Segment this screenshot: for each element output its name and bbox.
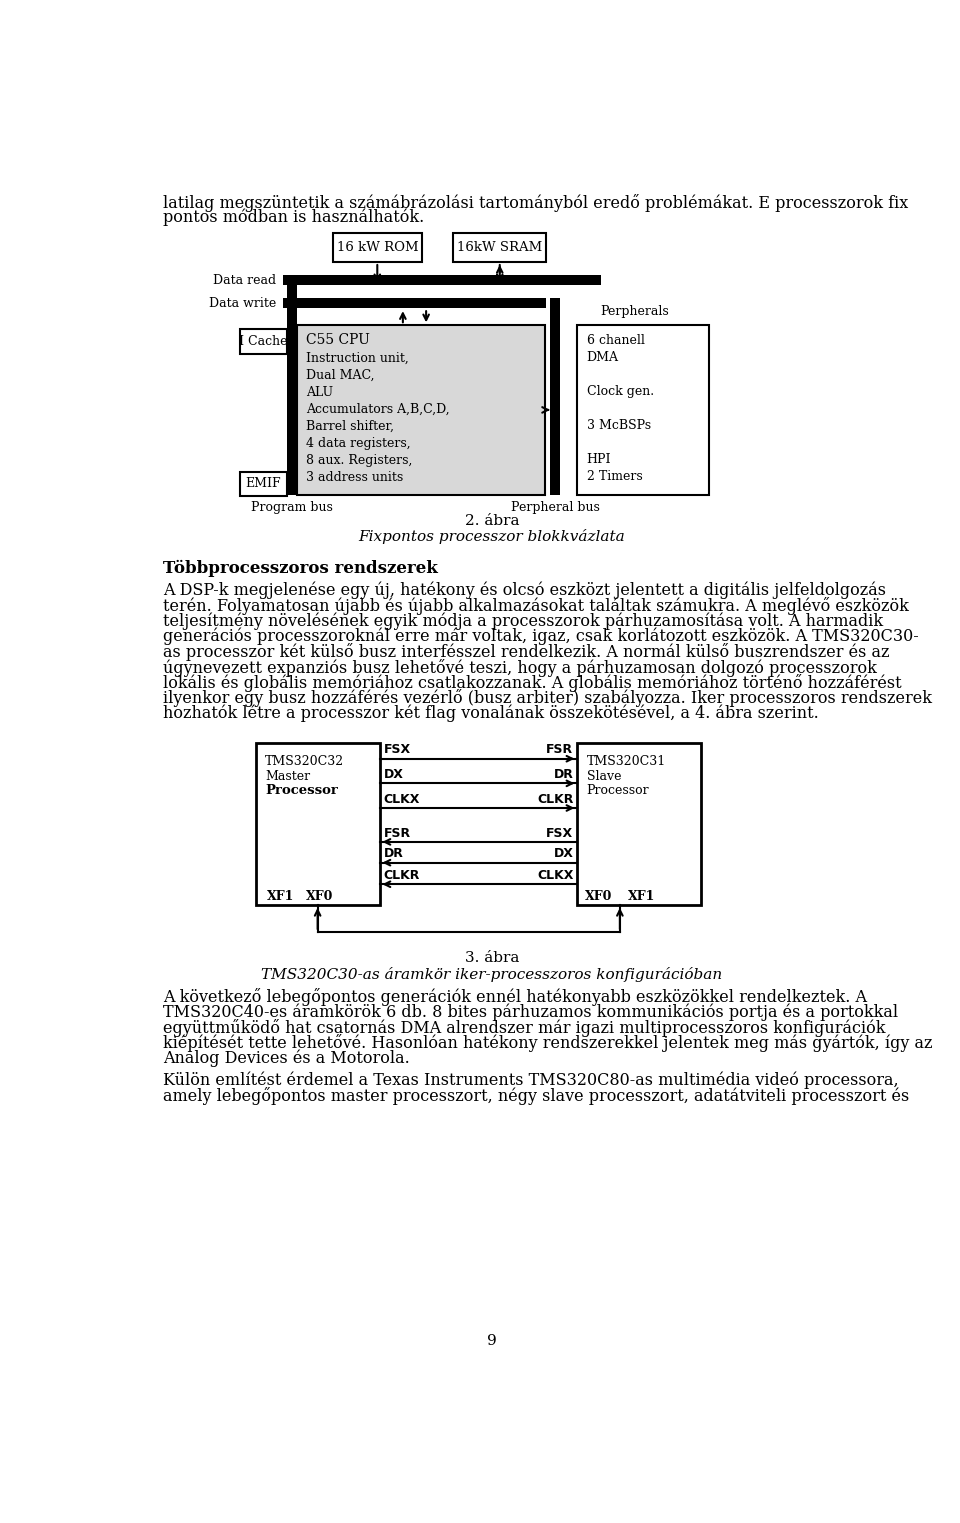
Text: I Cache: I Cache <box>239 335 288 347</box>
Text: lokális és globális memóriához csatlakozzanak. A globális memóriához történő hoz: lokális és globális memóriához csatlakoz… <box>162 675 901 691</box>
Bar <box>333 233 422 262</box>
Text: Master: Master <box>265 771 310 783</box>
Text: 2. ábra: 2. ábra <box>465 513 519 528</box>
Text: 8 aux. Registers,: 8 aux. Registers, <box>306 454 413 468</box>
Text: Többprocesszoros rendszerek: Többprocesszoros rendszerek <box>162 560 438 577</box>
Text: 4 data registers,: 4 data registers, <box>306 437 411 449</box>
Text: 6 chanell: 6 chanell <box>587 335 644 347</box>
Text: úgynevezett expanziós busz lehetővé teszi, hogy a párhuzamosan dolgozó processzo: úgynevezett expanziós busz lehetővé tesz… <box>162 658 876 676</box>
Bar <box>240 329 287 353</box>
Text: Fixpontos processzor blokkvázlata: Fixpontos processzor blokkvázlata <box>359 530 625 544</box>
Text: DX: DX <box>554 847 573 860</box>
Text: Accumulators A,B,C,D,: Accumulators A,B,C,D, <box>306 404 449 416</box>
Text: XF1: XF1 <box>628 889 655 903</box>
Text: XF1: XF1 <box>267 889 295 903</box>
Text: A következő lebegőpontos generációk ennél hatékonyabb eszközökkel rendelkeztek. : A következő lebegőpontos generációk enné… <box>162 988 867 1007</box>
Text: terén. Folyamatosan újabb és újabb alkalmazásokat találtak számukra. A meglévő e: terén. Folyamatosan újabb és újabb alkal… <box>162 597 908 615</box>
Bar <box>453 233 546 262</box>
Text: 3. ábra: 3. ábra <box>465 952 519 966</box>
Text: Barrel shifter,: Barrel shifter, <box>306 420 394 433</box>
Text: CLKR: CLKR <box>537 792 573 806</box>
Text: 9: 9 <box>487 1334 497 1348</box>
Text: 3 address units: 3 address units <box>306 471 403 484</box>
Text: Clock gen.: Clock gen. <box>587 385 654 399</box>
Text: DR: DR <box>383 847 403 860</box>
Bar <box>577 326 709 495</box>
Text: pontos módban is használhatók.: pontos módban is használhatók. <box>162 209 424 225</box>
Text: TMS320C32: TMS320C32 <box>265 755 344 768</box>
Text: Data read: Data read <box>213 274 276 286</box>
Text: Külön említést érdemel a Texas Instruments TMS320C80-as multimédia videó process: Külön említést érdemel a Texas Instrumen… <box>162 1071 899 1089</box>
Text: 3 McBSPs: 3 McBSPs <box>587 419 651 433</box>
Text: FSR: FSR <box>546 743 573 757</box>
Text: CLKR: CLKR <box>383 870 420 882</box>
Text: Processor: Processor <box>587 784 649 797</box>
Text: Processor: Processor <box>265 784 338 797</box>
Text: együttműködő hat csatornás DMA alrendszer már igazi multiprocesszoros konfigurác: együttműködő hat csatornás DMA alrendsze… <box>162 1019 885 1037</box>
Text: C55 CPU: C55 CPU <box>306 334 370 347</box>
Text: DX: DX <box>383 768 403 781</box>
Text: Data write: Data write <box>209 297 276 309</box>
Text: Analog Devices és a Motorola.: Analog Devices és a Motorola. <box>162 1049 409 1068</box>
Text: Instruction unit,: Instruction unit, <box>306 352 409 366</box>
Text: EMIF: EMIF <box>246 477 281 490</box>
Bar <box>255 743 379 905</box>
Bar <box>287 276 297 495</box>
Text: XF0: XF0 <box>585 889 612 903</box>
Text: TMS320C31: TMS320C31 <box>587 755 666 768</box>
Bar <box>240 472 287 496</box>
Text: hozhatók létre a processzor két flag vonalának összekötésével, a 4. ábra szerint: hozhatók létre a processzor két flag von… <box>162 705 818 722</box>
Text: ilyenkor egy busz hozzáférés vezérlő (busz arbiter) szabályozza. Iker processzor: ilyenkor egy busz hozzáférés vezérlő (bu… <box>162 690 931 707</box>
Text: CLKX: CLKX <box>383 792 420 806</box>
Text: DR: DR <box>554 768 573 781</box>
Bar <box>297 326 544 495</box>
Text: Program bus: Program bus <box>251 501 332 513</box>
Text: 16 kW ROM: 16 kW ROM <box>337 241 419 254</box>
Text: Perpherals: Perpherals <box>601 305 669 317</box>
Text: A DSP-k megjelenése egy új, hatékony és olcsó eszközt jelentett a digitális jelf: A DSP-k megjelenése egy új, hatékony és … <box>162 582 886 599</box>
Text: FSX: FSX <box>383 743 411 757</box>
Text: latilag megszüntetik a számábrázolási tartományból eredő problémákat. E processz: latilag megszüntetik a számábrázolási ta… <box>162 195 908 212</box>
Text: 16kW SRAM: 16kW SRAM <box>457 241 542 254</box>
Text: CLKX: CLKX <box>537 870 573 882</box>
Text: kiépítését tette lehetővé. Hasonlóan hatékony rendszerekkel jelentek meg más gyá: kiépítését tette lehetővé. Hasonlóan hat… <box>162 1034 932 1052</box>
Bar <box>577 743 701 905</box>
Text: teljesítmény növelésének egyik módja a processzorok párhuzamosítása volt. A harm: teljesítmény növelésének egyik módja a p… <box>162 612 883 631</box>
Text: generációs processzoroknál erre már voltak, igaz, csak korlátozott eszközök. A T: generációs processzoroknál erre már volt… <box>162 627 919 646</box>
Text: Perpheral bus: Perpheral bus <box>511 501 600 513</box>
Text: 2 Timers: 2 Timers <box>587 471 642 483</box>
Text: ALU: ALU <box>306 385 333 399</box>
Bar <box>283 276 601 285</box>
Bar <box>550 299 561 495</box>
Text: FSR: FSR <box>383 827 411 839</box>
Text: DMA: DMA <box>587 352 618 364</box>
Bar <box>283 299 546 308</box>
Text: FSX: FSX <box>546 827 573 839</box>
Text: HPI: HPI <box>587 452 612 466</box>
Text: TMS320C30-as áramkör iker-processzoros konfigurációban: TMS320C30-as áramkör iker-processzoros k… <box>261 967 723 982</box>
Text: Slave: Slave <box>587 771 621 783</box>
Text: TMS320C40-es áramkörök 6 db. 8 bites párhuzamos kommunikációs portja és a portok: TMS320C40-es áramkörök 6 db. 8 bites pár… <box>162 1004 898 1020</box>
Text: as processzor két külső busz interfésszel rendelkezik. A normál külső buszrendsz: as processzor két külső busz interféssze… <box>162 643 889 661</box>
Text: amely lebegőpontos master processzort, négy slave processzort, adatátviteli proc: amely lebegőpontos master processzort, n… <box>162 1087 909 1104</box>
Text: Dual MAC,: Dual MAC, <box>306 369 374 382</box>
Text: XF0: XF0 <box>306 889 333 903</box>
